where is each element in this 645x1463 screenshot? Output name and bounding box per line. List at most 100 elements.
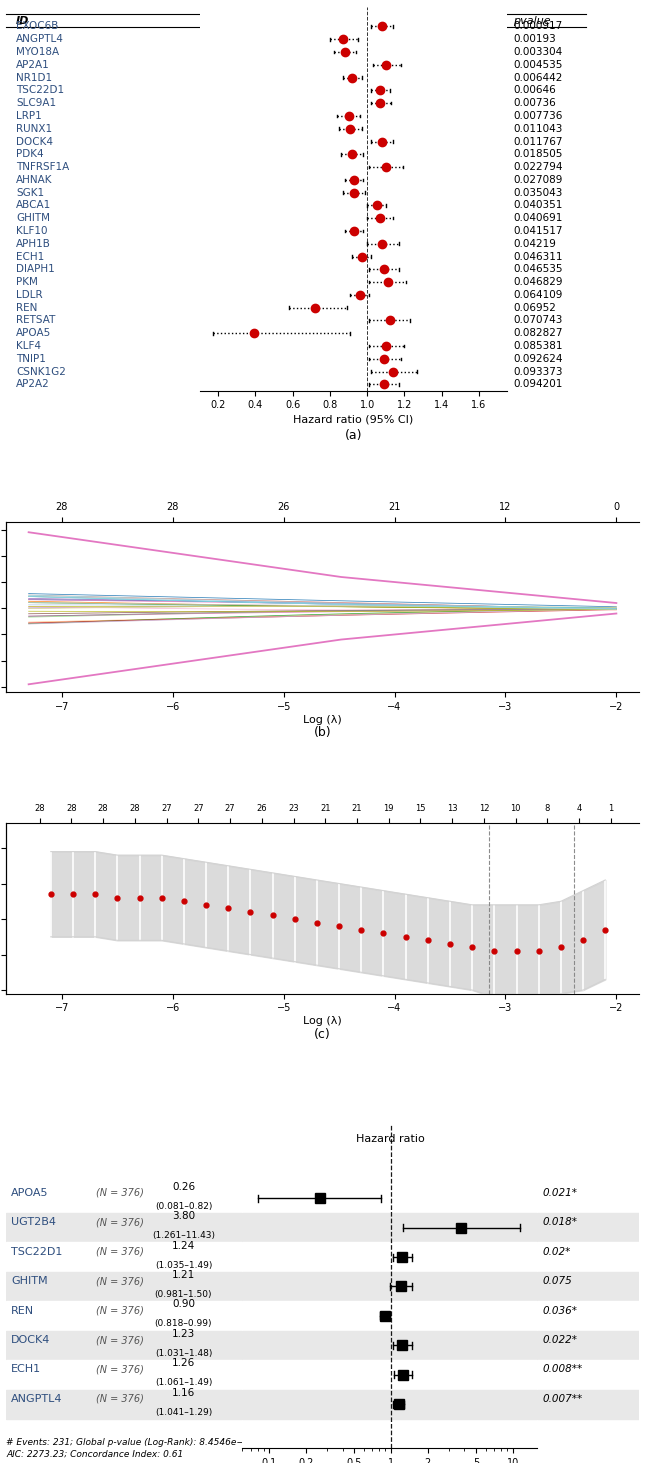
Text: 0.26: 0.26 [172,1182,195,1192]
Text: 0.06952: 0.06952 [513,303,557,313]
Bar [537,1184,639,1213]
Bar [243,1242,537,1271]
Text: KLF10: KLF10 [16,225,48,236]
Text: # Events: 231; Global p-value (Log-Rank): 8.4546e−07: # Events: 231; Global p-value (Log-Rank)… [6,1438,256,1447]
Bar [243,1301,537,1331]
Text: 0.046829: 0.046829 [513,277,563,287]
Text: NR1D1: NR1D1 [16,73,52,82]
Bar [537,1301,639,1331]
Text: (1.041–1.29): (1.041–1.29) [155,1407,212,1416]
Text: 0.00646: 0.00646 [513,85,556,95]
Bar [537,1361,639,1390]
Text: pvalue: pvalue [513,16,551,26]
Text: ABCA1: ABCA1 [16,200,52,211]
Text: 0.011767: 0.011767 [513,136,563,146]
Text: 0.003304: 0.003304 [513,47,562,57]
Text: TSC22D1: TSC22D1 [11,1246,63,1257]
Text: 0.022*: 0.022* [542,1336,577,1344]
Text: REN: REN [16,303,37,313]
Bar [6,1242,243,1271]
Text: GHITM: GHITM [11,1276,48,1286]
Text: 1.16: 1.16 [172,1388,195,1397]
Text: 0.018*: 0.018* [542,1217,577,1227]
Text: 0.004535: 0.004535 [513,60,563,70]
Text: ECH1: ECH1 [16,252,45,262]
X-axis label: Hazard ratio (95% CI): Hazard ratio (95% CI) [293,414,413,424]
Text: (N = 376): (N = 376) [96,1246,144,1257]
Text: 0.092624: 0.092624 [513,354,563,364]
Text: 0.007**: 0.007** [542,1394,582,1404]
Text: 0.011043: 0.011043 [513,124,563,133]
Text: 0.018505: 0.018505 [513,149,563,159]
Text: (0.818–0.99): (0.818–0.99) [155,1320,212,1328]
Bar [6,1271,243,1301]
X-axis label: Log (λ): Log (λ) [303,714,342,724]
Text: SGK1: SGK1 [16,187,45,198]
Text: 0.046311: 0.046311 [513,252,563,262]
Text: KLF4: KLF4 [16,341,41,351]
Text: 0.007736: 0.007736 [513,111,563,121]
Text: 0.093373: 0.093373 [513,367,563,376]
Bar [537,1390,639,1419]
Text: 3.80: 3.80 [172,1211,195,1222]
Text: AP2A1: AP2A1 [16,60,50,70]
Bar [243,1184,537,1213]
Text: 0.00736: 0.00736 [513,98,556,108]
Text: 0.075: 0.075 [542,1276,572,1286]
Text: 0.085381: 0.085381 [513,341,563,351]
Text: 0.02*: 0.02* [542,1246,571,1257]
Bar [6,1301,243,1331]
Bar [537,1271,639,1301]
Bar [243,1331,537,1361]
Text: ANGPTL4: ANGPTL4 [16,34,64,44]
Bar [537,1242,639,1271]
Text: DOCK4: DOCK4 [16,136,53,146]
Text: TNIP1: TNIP1 [16,354,46,364]
Text: LRP1: LRP1 [16,111,42,121]
Text: REN: REN [11,1305,34,1315]
Text: ID: ID [16,16,30,26]
Text: (0.081–0.82): (0.081–0.82) [155,1201,212,1211]
Text: 0.064109: 0.064109 [513,290,563,300]
Text: 1.24: 1.24 [172,1241,195,1251]
Text: GHITM: GHITM [16,214,50,224]
Text: DIAPH1: DIAPH1 [16,265,55,275]
Text: (N = 376): (N = 376) [96,1365,144,1374]
Text: APH1B: APH1B [16,238,51,249]
Text: 0.022794: 0.022794 [513,162,563,173]
Text: TSC22D1: TSC22D1 [16,85,64,95]
Bar [243,1390,537,1419]
Text: (0.981–1.50): (0.981–1.50) [155,1290,212,1299]
Bar [6,1184,243,1213]
Text: 0.000917: 0.000917 [513,22,562,32]
Bar [6,1213,243,1242]
Text: AHNAK: AHNAK [16,176,53,184]
Text: 0.021*: 0.021* [542,1188,577,1198]
Bar [243,1271,537,1301]
Bar [6,1361,243,1390]
Text: AIC: 2273.23; Concordance Index: 0.61: AIC: 2273.23; Concordance Index: 0.61 [6,1450,184,1459]
Text: TNFRSF1A: TNFRSF1A [16,162,70,173]
Text: ECH1: ECH1 [11,1365,41,1374]
Text: LDLR: LDLR [16,290,43,300]
Text: (c): (c) [314,1027,331,1040]
Text: (N = 376): (N = 376) [96,1336,144,1344]
Text: APOA5: APOA5 [11,1188,48,1198]
Text: (N = 376): (N = 376) [96,1217,144,1227]
Bar [243,1361,537,1390]
Bar [6,1390,243,1419]
Text: (N = 376): (N = 376) [96,1305,144,1315]
Text: 0.04219: 0.04219 [513,238,557,249]
Text: (N = 376): (N = 376) [96,1188,144,1198]
Text: (N = 376): (N = 376) [96,1276,144,1286]
Text: MYO18A: MYO18A [16,47,59,57]
Text: (1.031–1.48): (1.031–1.48) [155,1349,212,1358]
Text: 0.027089: 0.027089 [513,176,563,184]
Text: PDK4: PDK4 [16,149,44,159]
Text: 0.008**: 0.008** [542,1365,582,1374]
Text: 1.26: 1.26 [172,1358,195,1368]
Text: 0.035043: 0.035043 [513,187,563,198]
Bar [537,1213,639,1242]
Text: (1.261–11.43): (1.261–11.43) [152,1232,215,1241]
Text: Hazard ratio: Hazard ratio [355,1134,424,1144]
